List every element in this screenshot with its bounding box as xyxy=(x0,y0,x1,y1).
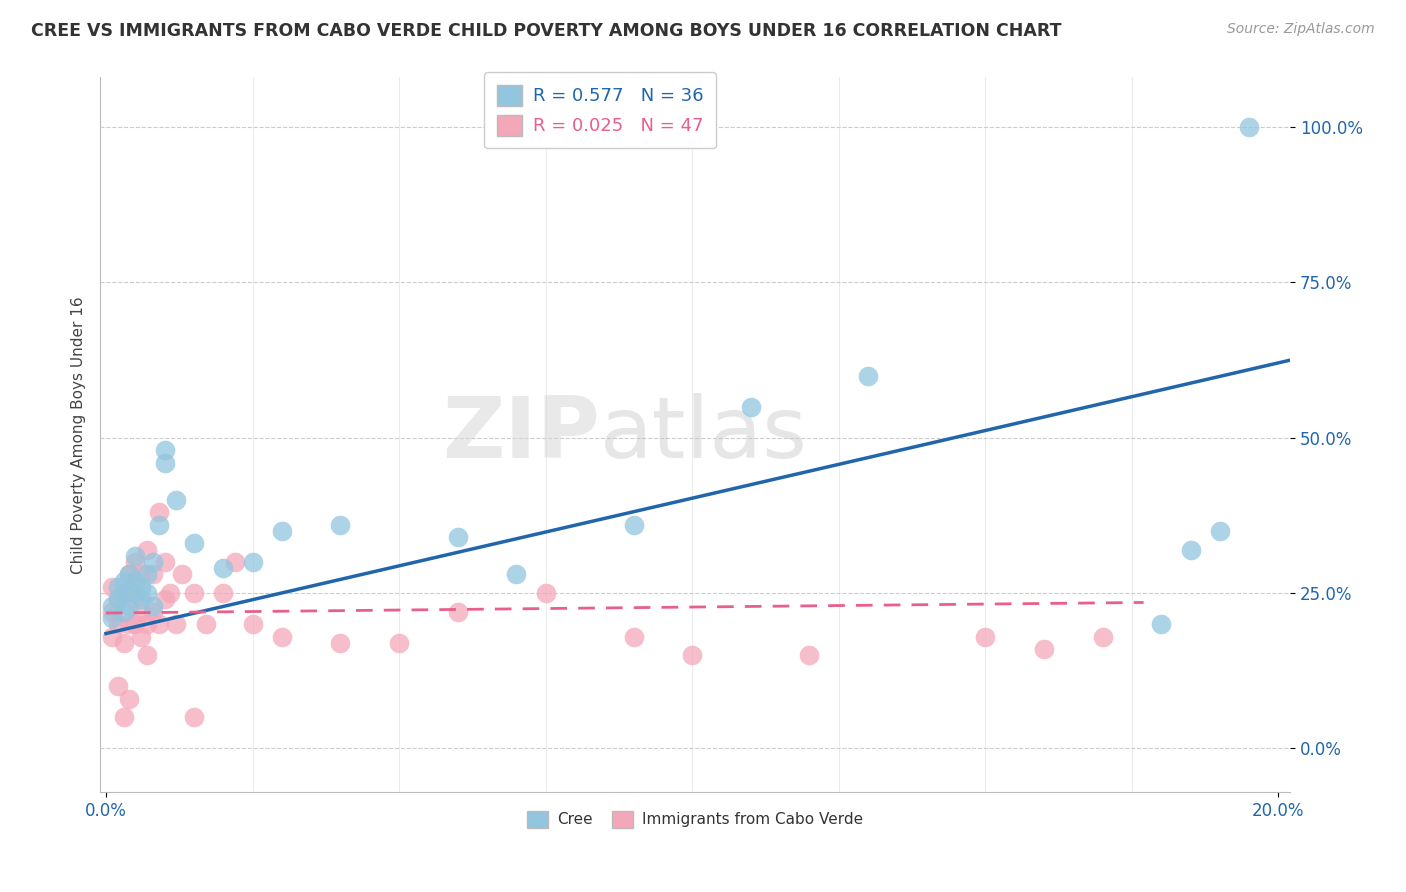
Point xyxy=(142,555,165,569)
Point xyxy=(447,605,470,619)
Text: ZIP: ZIP xyxy=(443,393,600,476)
Point xyxy=(129,605,152,619)
Point xyxy=(129,580,152,594)
Point xyxy=(129,630,152,644)
Point xyxy=(388,636,411,650)
Point xyxy=(165,617,187,632)
Point xyxy=(329,636,352,650)
Point xyxy=(118,617,141,632)
Point xyxy=(107,580,129,594)
Point xyxy=(112,574,135,588)
Point xyxy=(101,599,124,613)
Point xyxy=(270,524,292,538)
Point xyxy=(118,567,141,582)
Point xyxy=(107,679,129,693)
Point xyxy=(142,567,165,582)
Point xyxy=(101,611,124,625)
Point xyxy=(505,567,527,582)
Point xyxy=(212,561,235,575)
Point xyxy=(136,617,159,632)
Point xyxy=(142,599,165,613)
Point xyxy=(112,586,135,600)
Point xyxy=(136,542,159,557)
Point xyxy=(681,648,703,663)
Text: atlas: atlas xyxy=(600,393,808,476)
Point xyxy=(112,605,135,619)
Point xyxy=(159,586,181,600)
Point xyxy=(124,549,146,563)
Point xyxy=(242,555,264,569)
Point xyxy=(623,517,645,532)
Point xyxy=(124,586,146,600)
Point xyxy=(124,592,146,607)
Point xyxy=(194,617,217,632)
Point xyxy=(129,592,152,607)
Point xyxy=(1091,630,1114,644)
Point xyxy=(136,567,159,582)
Point xyxy=(329,517,352,532)
Legend: Cree, Immigrants from Cabo Verde: Cree, Immigrants from Cabo Verde xyxy=(522,805,869,834)
Point xyxy=(153,592,176,607)
Point xyxy=(101,605,124,619)
Point xyxy=(172,567,194,582)
Point xyxy=(124,555,146,569)
Point xyxy=(165,492,187,507)
Point xyxy=(136,648,159,663)
Point xyxy=(1180,542,1202,557)
Point xyxy=(124,617,146,632)
Point xyxy=(136,586,159,600)
Point xyxy=(107,592,129,607)
Point xyxy=(534,586,557,600)
Point xyxy=(270,630,292,644)
Point xyxy=(1150,617,1173,632)
Point xyxy=(212,586,235,600)
Point xyxy=(974,630,997,644)
Point xyxy=(623,630,645,644)
Point xyxy=(118,599,141,613)
Point xyxy=(183,536,205,550)
Point xyxy=(183,586,205,600)
Point xyxy=(1209,524,1232,538)
Point xyxy=(124,574,146,588)
Point xyxy=(1032,642,1054,657)
Point xyxy=(856,368,879,383)
Point xyxy=(112,710,135,724)
Point xyxy=(101,630,124,644)
Point xyxy=(1237,120,1260,135)
Point xyxy=(242,617,264,632)
Point xyxy=(142,605,165,619)
Point xyxy=(129,567,152,582)
Text: Source: ZipAtlas.com: Source: ZipAtlas.com xyxy=(1227,22,1375,37)
Point xyxy=(112,586,135,600)
Point xyxy=(799,648,821,663)
Point xyxy=(153,456,176,470)
Point xyxy=(740,400,762,414)
Text: CREE VS IMMIGRANTS FROM CABO VERDE CHILD POVERTY AMONG BOYS UNDER 16 CORRELATION: CREE VS IMMIGRANTS FROM CABO VERDE CHILD… xyxy=(31,22,1062,40)
Point xyxy=(224,555,246,569)
Point xyxy=(107,592,129,607)
Point xyxy=(101,580,124,594)
Point xyxy=(153,555,176,569)
Point xyxy=(153,443,176,458)
Point xyxy=(447,530,470,544)
Point xyxy=(183,710,205,724)
Point xyxy=(118,691,141,706)
Point xyxy=(148,505,170,519)
Point xyxy=(148,617,170,632)
Point xyxy=(107,617,129,632)
Point xyxy=(112,636,135,650)
Point xyxy=(148,517,170,532)
Y-axis label: Child Poverty Among Boys Under 16: Child Poverty Among Boys Under 16 xyxy=(72,296,86,574)
Point xyxy=(118,567,141,582)
